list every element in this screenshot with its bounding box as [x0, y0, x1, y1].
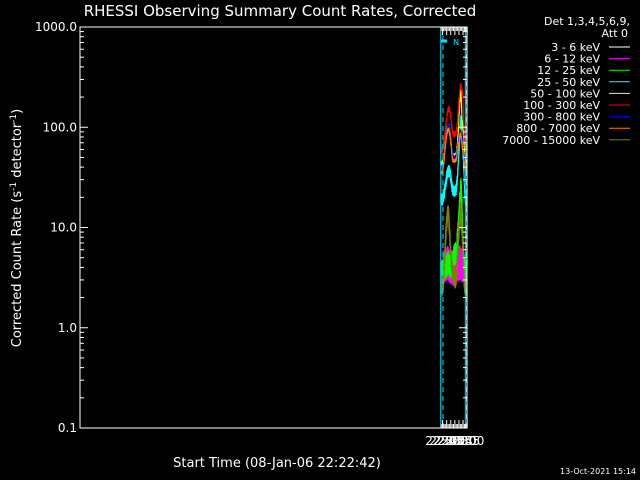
x-tick-label: 00:00: [450, 434, 485, 448]
y-tick-label: 100.0: [43, 120, 77, 134]
legend-label: 300 - 800 keV: [523, 111, 600, 124]
legend-title: Det 1,3,4,5,6,9,: [544, 15, 630, 28]
series-3-6-kev: [440, 255, 464, 363]
x-tick-label: 22:30: [425, 434, 460, 448]
legend-attenuator: Att 0: [602, 27, 628, 40]
legend-label: 6 - 12 keV: [544, 53, 600, 66]
series-100-300-kev: [440, 82, 468, 155]
x-tick-label: 23:45: [446, 434, 481, 448]
series-800-7000-kev: [440, 127, 468, 175]
x-tick-label: 22:45: [429, 434, 464, 448]
chart-title: RHESSI Observing Summary Count Rates, Co…: [84, 2, 477, 20]
y-tick-label: 1000.0: [35, 20, 77, 34]
x-axis-label: Start Time (08-Jan-06 22:22:42): [173, 456, 381, 471]
x-tick-label: 23:00: [433, 434, 468, 448]
legend-label: 25 - 50 keV: [537, 76, 600, 89]
legend-label: 800 - 7000 keV: [516, 122, 600, 135]
x-tick-label: 23:30: [442, 434, 477, 448]
attenuator-letter: N: [453, 38, 459, 47]
legend-label: 12 - 25 keV: [537, 64, 600, 77]
y-tick-label: 10.0: [50, 221, 77, 235]
y-tick-label: 1.0: [58, 321, 77, 335]
y-axis: 1000.0 100.0 10.0 1.0 0.1: [35, 20, 467, 435]
legend-label: 3 - 6 keV: [551, 41, 600, 54]
x-tick-label: 23:15: [438, 434, 473, 448]
timestamp: 13-Oct-2021 15:14: [560, 467, 636, 476]
legend-label: 7000 - 15000 keV: [502, 134, 600, 147]
series-7000-15000-kev: [440, 205, 468, 298]
legend-label: 50 - 100 keV: [530, 87, 600, 100]
legend-label: 100 - 300 keV: [523, 99, 600, 112]
y-tick-label: 0.1: [58, 421, 77, 435]
y-axis-label: Corrected Count Rate (s-1 detector-1): [9, 109, 25, 347]
